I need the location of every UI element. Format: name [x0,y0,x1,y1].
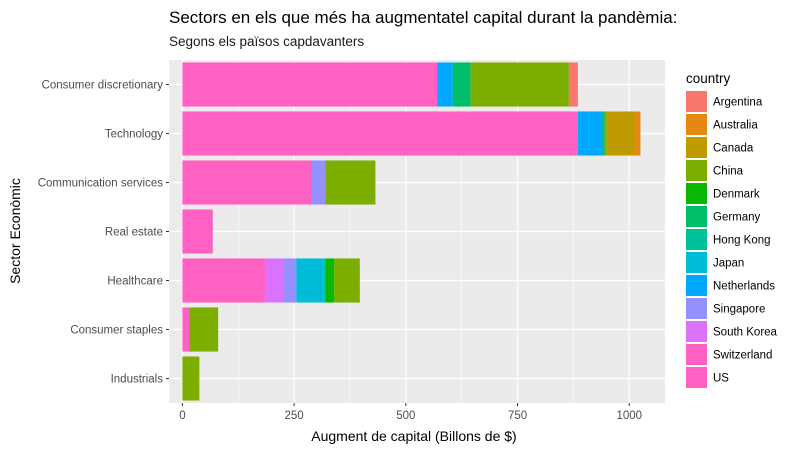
legend-label: Netherlands [713,281,775,293]
bar-segment [325,160,376,205]
legend-label: South Korea [713,327,778,339]
bar-segment [577,111,603,156]
legend-title: country [686,71,731,86]
bar-segment [568,62,578,107]
y-axis-title: Sector Econòmic [7,178,23,284]
bar-segment [334,258,360,303]
bar-segment [602,111,605,156]
legend-key [686,367,707,388]
legend-label: Argentina [713,97,763,109]
legend: country Argentina Australia Canada China Den… [686,71,778,388]
legend-key [686,321,707,342]
y-tick-label: Healthcare [107,276,163,288]
x-tick-label: 250 [285,410,304,422]
x-tick-label: 1000 [616,410,642,422]
y-tick-label: Real estate [105,227,163,239]
bar-segment [606,111,636,156]
bar-segment [182,160,312,205]
bar-segment [325,258,335,303]
legend-key [686,160,707,181]
bar-segment [182,258,266,303]
legend-key [686,229,707,250]
x-axis: 0 250 500 750 1000 [179,403,642,422]
bar-segment [323,258,326,303]
legend-key [686,114,707,135]
legend-key [686,206,707,227]
legend-key [686,275,707,296]
legend-label: Canada [713,143,754,155]
x-tick-label: 750 [508,410,527,422]
chart-subtitle: Segons els països capdavanters [169,34,364,49]
bar-segment [311,160,326,205]
bar-segment [182,209,213,254]
legend-label: Australia [713,120,758,132]
legend-label: China [713,166,744,178]
x-tick-label: 0 [179,410,185,422]
bar-segment [470,62,569,107]
legend-key [686,91,707,112]
chart-title: Sectors en els que més ha augmentatel ca… [169,8,677,27]
y-tick-label: Industrials [111,374,164,386]
legend-key [686,183,707,204]
x-tick-label: 500 [396,410,415,422]
y-tick-label: Technology [105,129,163,141]
legend-key [686,137,707,158]
bar-segment [189,307,219,352]
y-tick-label: Communication services [38,178,164,190]
legend-label: Switzerland [713,350,772,362]
bar-segment [182,356,200,401]
legend-label: Hong Kong [713,235,771,247]
bar-segment [265,258,283,303]
y-tick-label: Consumer discretionary [42,80,164,92]
bar-segment [635,111,641,156]
bar-segment [182,307,190,352]
legend-key [686,252,707,273]
legend-label: US [713,373,729,385]
bar-segment [437,62,453,107]
legend-label: Singapore [713,304,765,316]
bar-segment [452,62,471,107]
x-axis-title: Augment de capital (Billons de $) [311,428,516,444]
bar-segment [604,111,607,156]
bar-segment [296,258,324,303]
bar-segment [182,62,438,107]
bar-segment [182,111,578,156]
y-tick-label: Consumer staples [70,325,163,337]
bars [182,62,641,401]
legend-label: Denmark [713,189,760,201]
legend-key [686,344,707,365]
legend-label: Germany [713,212,761,224]
legend-key [686,298,707,319]
bar-segment [282,258,297,303]
y-axis: Industrials Consumer staples Healthcare Rea… [38,80,169,386]
legend-label: Japan [713,258,744,270]
